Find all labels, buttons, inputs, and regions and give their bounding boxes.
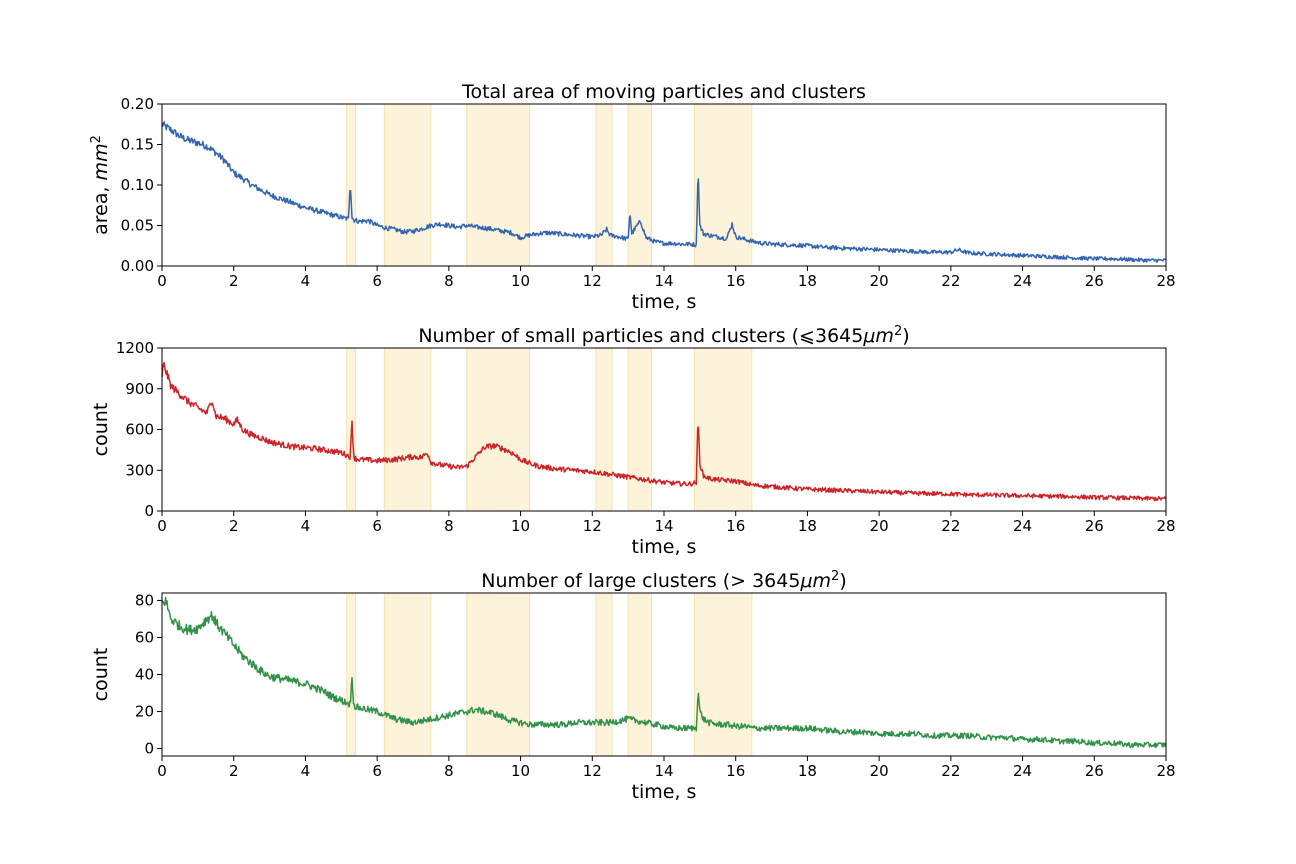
x-tick-label: 14 — [654, 272, 673, 290]
x-tick-label: 24 — [1013, 762, 1032, 780]
subplot-3: 0 2 4 6 8 10 12 14 16 18 20 22 24 26 28020406080time, … — [90, 569, 1176, 804]
x-tick-label: 22 — [941, 272, 960, 290]
axes-frame — [161, 592, 1167, 757]
x-tick-label: 4 — [301, 762, 311, 780]
x-tick-label: 20 — [870, 762, 889, 780]
x-tick-label: 2 — [229, 517, 239, 535]
y-axis-label: count — [90, 648, 112, 702]
chart-title: Number of large clusters (> 3645μm2) — [481, 569, 847, 593]
x-tick-label: 28 — [1156, 272, 1175, 290]
x-tick-label: 0 — [157, 762, 167, 780]
x-tick-label: 16 — [726, 762, 745, 780]
series-line — [161, 596, 1167, 749]
y-tick-label: 0.15 — [121, 136, 154, 154]
shaded-interval-2 — [383, 103, 432, 267]
x-tick-label: 12 — [583, 762, 602, 780]
chart-title: Total area of moving particles and clust… — [461, 81, 866, 103]
y-axis-label: area, mm2 — [89, 135, 113, 235]
x-tick-label: 0 — [157, 517, 167, 535]
x-tick-label: 26 — [1085, 517, 1104, 535]
x-tick-label: 18 — [798, 517, 817, 535]
shaded-interval-6 — [693, 103, 753, 267]
x-tick-label: 26 — [1085, 762, 1104, 780]
x-tick-label: 14 — [654, 517, 673, 535]
shaded-interval-3 — [466, 103, 531, 267]
x-tick-label: 24 — [1013, 272, 1032, 290]
y-tick-label: 0.05 — [121, 217, 154, 235]
y-tick-label: 900 — [125, 380, 154, 398]
shaded-interval-5 — [627, 103, 652, 267]
x-tick-label: 22 — [941, 762, 960, 780]
shaded-interval-6 — [693, 347, 753, 512]
x-tick-label: 10 — [511, 517, 530, 535]
shaded-interval-4 — [595, 592, 613, 757]
axes-frame — [161, 103, 1167, 267]
x-axis-label: time, s — [632, 536, 697, 558]
x-tick-label: 10 — [511, 762, 530, 780]
subplot-1: 0 2 4 6 8 10 12 14 16 18 20 22 24 26 280.000.050.100.1… — [89, 81, 1176, 313]
x-tick-label: 12 — [583, 272, 602, 290]
x-tick-label: 6 — [372, 272, 382, 290]
x-tick-label: 4 — [301, 272, 311, 290]
x-tick-label: 12 — [583, 517, 602, 535]
x-tick-label: 6 — [372, 517, 382, 535]
x-tick-label: 2 — [229, 762, 239, 780]
x-tick-label: 14 — [654, 762, 673, 780]
subplot-2: 0 2 4 6 8 10 12 14 16 18 20 22 24 26 2803006009001200t… — [90, 324, 1176, 559]
x-tick-label: 4 — [301, 517, 311, 535]
y-tick-label: 0.10 — [121, 176, 154, 194]
shaded-interval-3 — [466, 592, 531, 757]
x-tick-label: 22 — [941, 517, 960, 535]
chart-title: Number of small particles and clusters (… — [418, 324, 909, 348]
y-tick-label: 40 — [135, 666, 154, 684]
y-tick-label: 600 — [125, 421, 154, 439]
series-line — [161, 361, 1167, 502]
x-tick-label: 20 — [870, 272, 889, 290]
shaded-interval-5 — [627, 347, 652, 512]
y-tick-label: 0.20 — [121, 95, 154, 113]
x-tick-label: 8 — [444, 762, 454, 780]
y-tick-label: 1200 — [116, 339, 154, 357]
y-tick-label: 60 — [135, 628, 154, 646]
shaded-interval-2 — [383, 347, 432, 512]
y-tick-label: 300 — [125, 461, 154, 479]
x-tick-label: 16 — [726, 272, 745, 290]
x-tick-label: 8 — [444, 272, 454, 290]
y-axis-label: count — [90, 403, 112, 457]
x-tick-label: 6 — [372, 762, 382, 780]
y-tick-label: 0 — [144, 502, 154, 520]
x-tick-label: 18 — [798, 762, 817, 780]
x-tick-label: 16 — [726, 517, 745, 535]
shaded-interval-4 — [595, 347, 613, 512]
y-tick-label: 0.00 — [121, 257, 154, 275]
series-line — [161, 121, 1167, 263]
x-tick-label: 10 — [511, 272, 530, 290]
x-tick-label: 8 — [444, 517, 454, 535]
x-tick-label: 2 — [229, 272, 239, 290]
x-tick-label: 18 — [798, 272, 817, 290]
x-axis-label: time, s — [632, 781, 697, 803]
y-tick-label: 20 — [135, 703, 154, 721]
x-tick-label: 28 — [1156, 762, 1175, 780]
x-axis-label: time, s — [632, 291, 697, 313]
axes-frame — [161, 347, 1167, 512]
y-tick-label: 80 — [135, 591, 154, 609]
y-tick-label: 0 — [144, 740, 154, 758]
shaded-interval-1 — [346, 103, 357, 267]
shaded-interval-1 — [346, 592, 357, 757]
shaded-interval-6 — [693, 592, 753, 757]
x-tick-label: 28 — [1156, 517, 1175, 535]
shaded-interval-4 — [595, 103, 613, 267]
x-tick-label: 0 — [157, 272, 167, 290]
shaded-interval-3 — [466, 347, 531, 512]
shaded-interval-5 — [627, 592, 652, 757]
x-tick-label: 24 — [1013, 517, 1032, 535]
x-tick-label: 26 — [1085, 272, 1104, 290]
shaded-interval-2 — [383, 592, 432, 757]
x-tick-label: 20 — [870, 517, 889, 535]
